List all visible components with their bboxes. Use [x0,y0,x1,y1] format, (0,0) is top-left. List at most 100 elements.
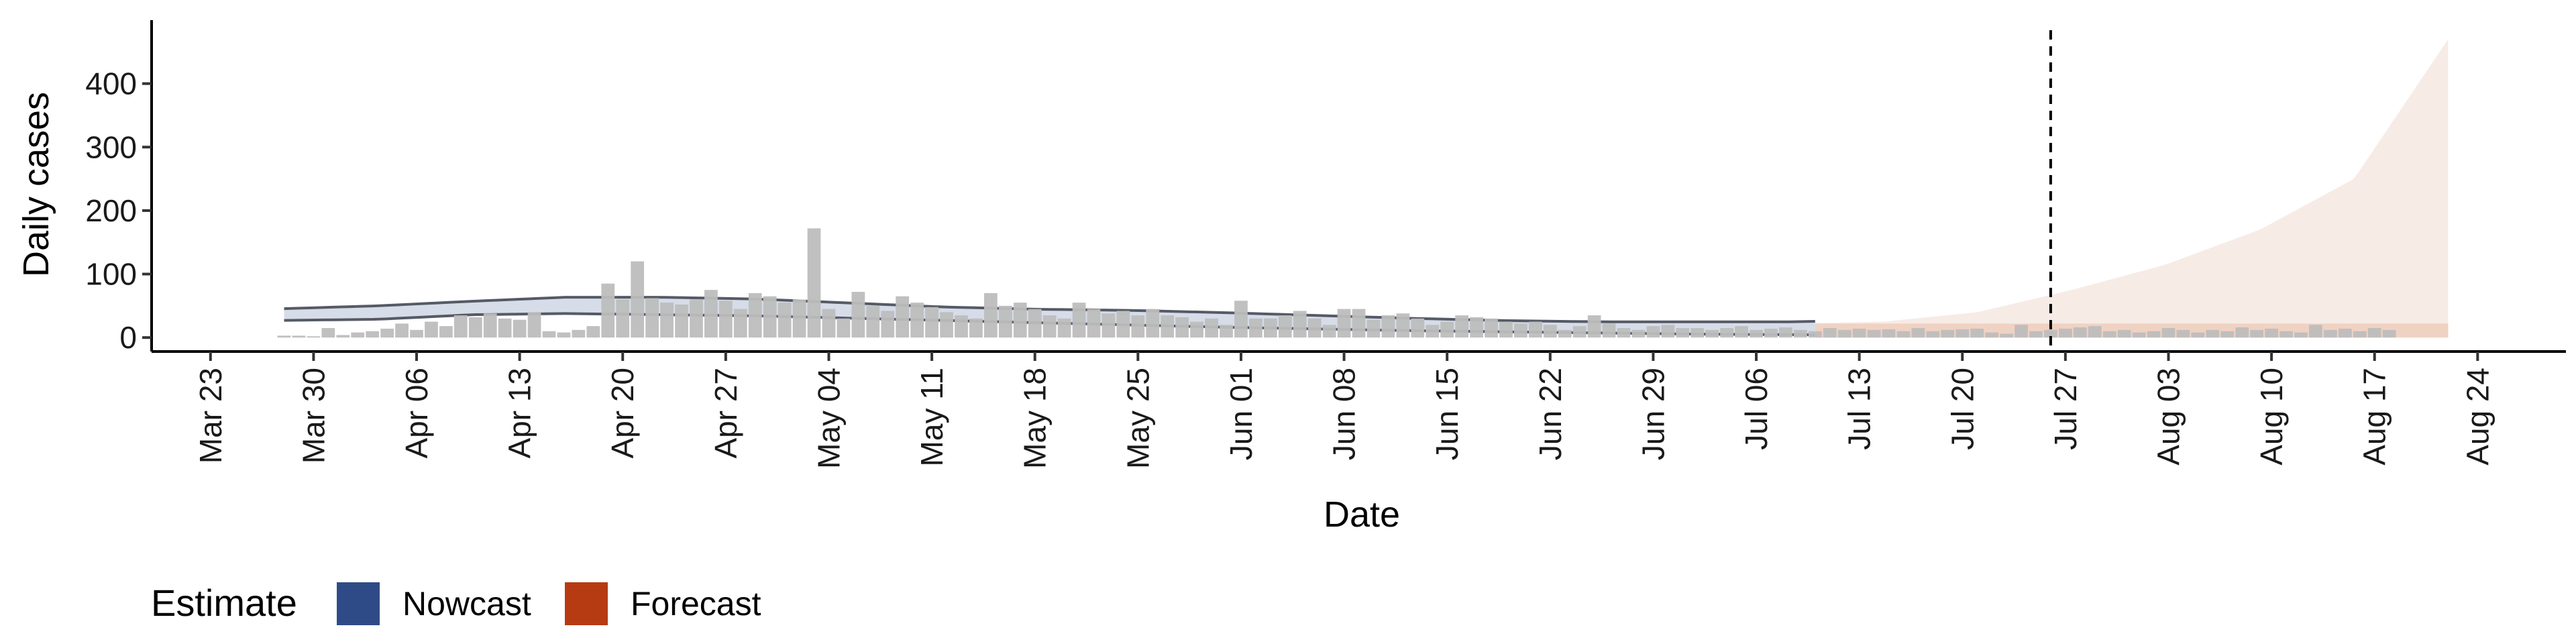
case-bar [763,296,777,338]
case-bar [1823,327,1837,338]
case-bar [1499,321,1513,338]
case-bar [1587,315,1601,338]
x-tick-label: Mar 30 [296,368,331,464]
case-bar [704,290,718,338]
case-bar [1220,325,1233,338]
case-bar [1352,309,1366,338]
case-bar [1366,319,1381,338]
case-bar [527,312,541,338]
x-tick-label: Apr 13 [502,368,537,459]
case-bar [2161,327,2176,338]
case-bar [2088,326,2102,338]
x-tick-label: May 25 [1120,368,1155,469]
case-bar [2250,329,2264,338]
case-bar [1808,331,1822,338]
x-tick-label: Apr 20 [605,368,640,459]
case-bar [277,335,291,338]
case-bar [1087,309,1101,338]
case-bar [321,327,335,338]
case-bar [1440,321,1454,338]
case-bar [1735,326,1748,338]
case-bar [586,326,600,338]
case-bar [2235,327,2249,338]
case-bar [733,309,747,338]
case-bar [616,299,630,338]
x-tick-label: Jun 08 [1327,368,1362,460]
case-bar [1307,318,1322,338]
case-bar [1793,329,1807,338]
case-bar [1190,321,1203,338]
case-bar [380,328,394,338]
case-bar [1543,325,1557,338]
case-bar [969,318,983,338]
case-bar [690,299,703,338]
y-tick-label: 400 [85,66,137,101]
legend-key-forecast [565,582,608,625]
case-bar [1690,327,1705,338]
x-tick-label: Jul 20 [1945,368,1980,450]
case-bar [1631,329,1646,338]
bars-layer [277,228,2396,338]
case-bar [395,323,409,338]
case-bar [881,311,895,338]
x-tick-label: Jun 15 [1430,368,1464,460]
case-bar [2206,329,2220,338]
x-tick-label: Mar 23 [193,368,228,464]
case-bar [601,283,615,338]
case-bar [2176,329,2190,338]
legend-title: Estimate [151,582,297,624]
x-tick-label: Jun 29 [1635,368,1670,460]
case-bar [718,301,733,338]
y-tick-label: 200 [85,193,137,228]
nowcast-upper-line [284,296,1815,323]
case-bar [1293,311,1307,338]
case-bar [1764,328,1778,338]
case-bar [1205,318,1218,338]
case-bar [777,303,792,338]
case-bar [1661,325,1675,338]
case-bar [1646,326,1660,338]
y-tick-label: 300 [85,129,137,164]
case-bar [748,292,762,338]
case-bar [1426,325,1440,338]
case-bar [1896,331,1911,338]
x-tick-label: May 04 [811,368,846,469]
case-bar [1779,327,1792,338]
case-bar [1337,309,1351,338]
y-axis-title: Daily cases [16,92,56,277]
case-bar [542,331,556,338]
case-bar [453,315,468,338]
case-bar [2279,331,2293,338]
case-bar [1042,315,1057,338]
case-bar [2044,329,2057,338]
case-bar [1852,328,1866,338]
case-bar [2382,329,2396,338]
case-bar [1013,303,1027,338]
case-bar [2294,332,2308,338]
case-bar [998,305,1012,338]
case-bar [1411,318,1425,338]
case-bar [1470,317,1483,338]
x-tick-label: Jul 06 [1739,368,1774,450]
case-bar [955,315,968,338]
case-bar [1146,309,1160,338]
case-bar [1572,326,1587,338]
case-bar [307,336,321,338]
case-bar [572,329,586,338]
case-bar [483,313,497,338]
case-bar [983,292,998,338]
case-bar [2000,333,2013,338]
axes-layer: 0 100 200 300 400 Mar 23 Mar 30 Apr 06 Apr 13 Apr… [85,20,2566,469]
case-bar [1528,321,1542,338]
x-tick-label: Aug 17 [2357,368,2392,466]
case-bar [468,317,482,338]
case-bar [1837,329,1851,338]
legend: Estimate Nowcast Forecast [151,582,761,625]
legend-key-nowcast [337,582,380,625]
case-bar [1926,331,1940,338]
x-tick-label: May 18 [1018,368,1053,469]
x-tick-label: Aug 10 [2254,368,2289,466]
forecast-outer-ribbon [1815,39,2449,338]
case-bar [1720,327,1734,338]
case-bar [1602,323,1616,338]
